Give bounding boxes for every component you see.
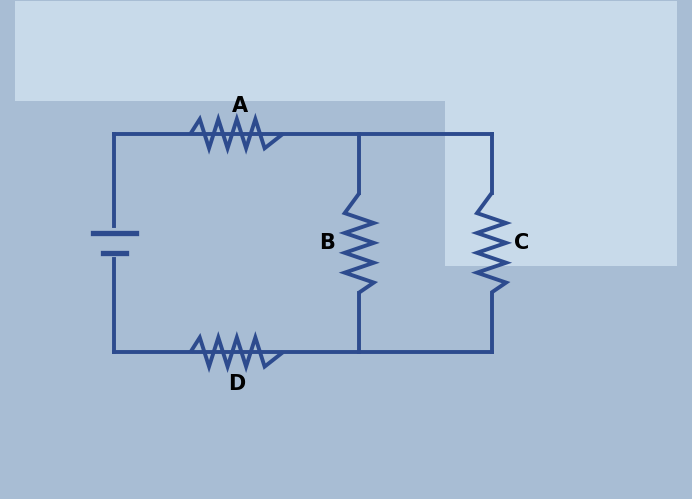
Text: B: B bbox=[320, 233, 336, 253]
FancyBboxPatch shape bbox=[15, 0, 677, 101]
FancyBboxPatch shape bbox=[445, 1, 692, 266]
Text: C: C bbox=[513, 233, 529, 253]
Text: D: D bbox=[228, 374, 246, 394]
Text: A: A bbox=[232, 96, 248, 116]
